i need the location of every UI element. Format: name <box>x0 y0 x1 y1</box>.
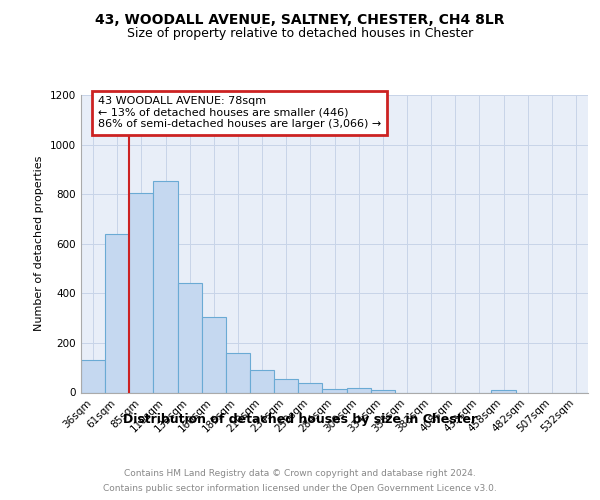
Y-axis label: Number of detached properties: Number of detached properties <box>34 156 44 332</box>
Text: Size of property relative to detached houses in Chester: Size of property relative to detached ho… <box>127 28 473 40</box>
Text: Contains HM Land Registry data © Crown copyright and database right 2024.: Contains HM Land Registry data © Crown c… <box>124 469 476 478</box>
Bar <box>347 388 371 392</box>
Bar <box>202 317 226 392</box>
Bar <box>81 360 105 392</box>
Bar <box>274 380 298 392</box>
Bar <box>491 390 515 392</box>
Bar <box>154 180 178 392</box>
Bar <box>298 383 322 392</box>
Text: Distribution of detached houses by size in Chester: Distribution of detached houses by size … <box>123 412 477 426</box>
Bar <box>371 390 395 392</box>
Bar <box>226 353 250 393</box>
Bar <box>250 370 274 392</box>
Text: 43 WOODALL AVENUE: 78sqm
← 13% of detached houses are smaller (446)
86% of semi-: 43 WOODALL AVENUE: 78sqm ← 13% of detach… <box>98 96 381 130</box>
Text: Contains public sector information licensed under the Open Government Licence v3: Contains public sector information licen… <box>103 484 497 493</box>
Bar <box>322 389 347 392</box>
Bar <box>178 284 202 393</box>
Bar <box>105 234 129 392</box>
Text: 43, WOODALL AVENUE, SALTNEY, CHESTER, CH4 8LR: 43, WOODALL AVENUE, SALTNEY, CHESTER, CH… <box>95 12 505 26</box>
Bar <box>129 193 154 392</box>
